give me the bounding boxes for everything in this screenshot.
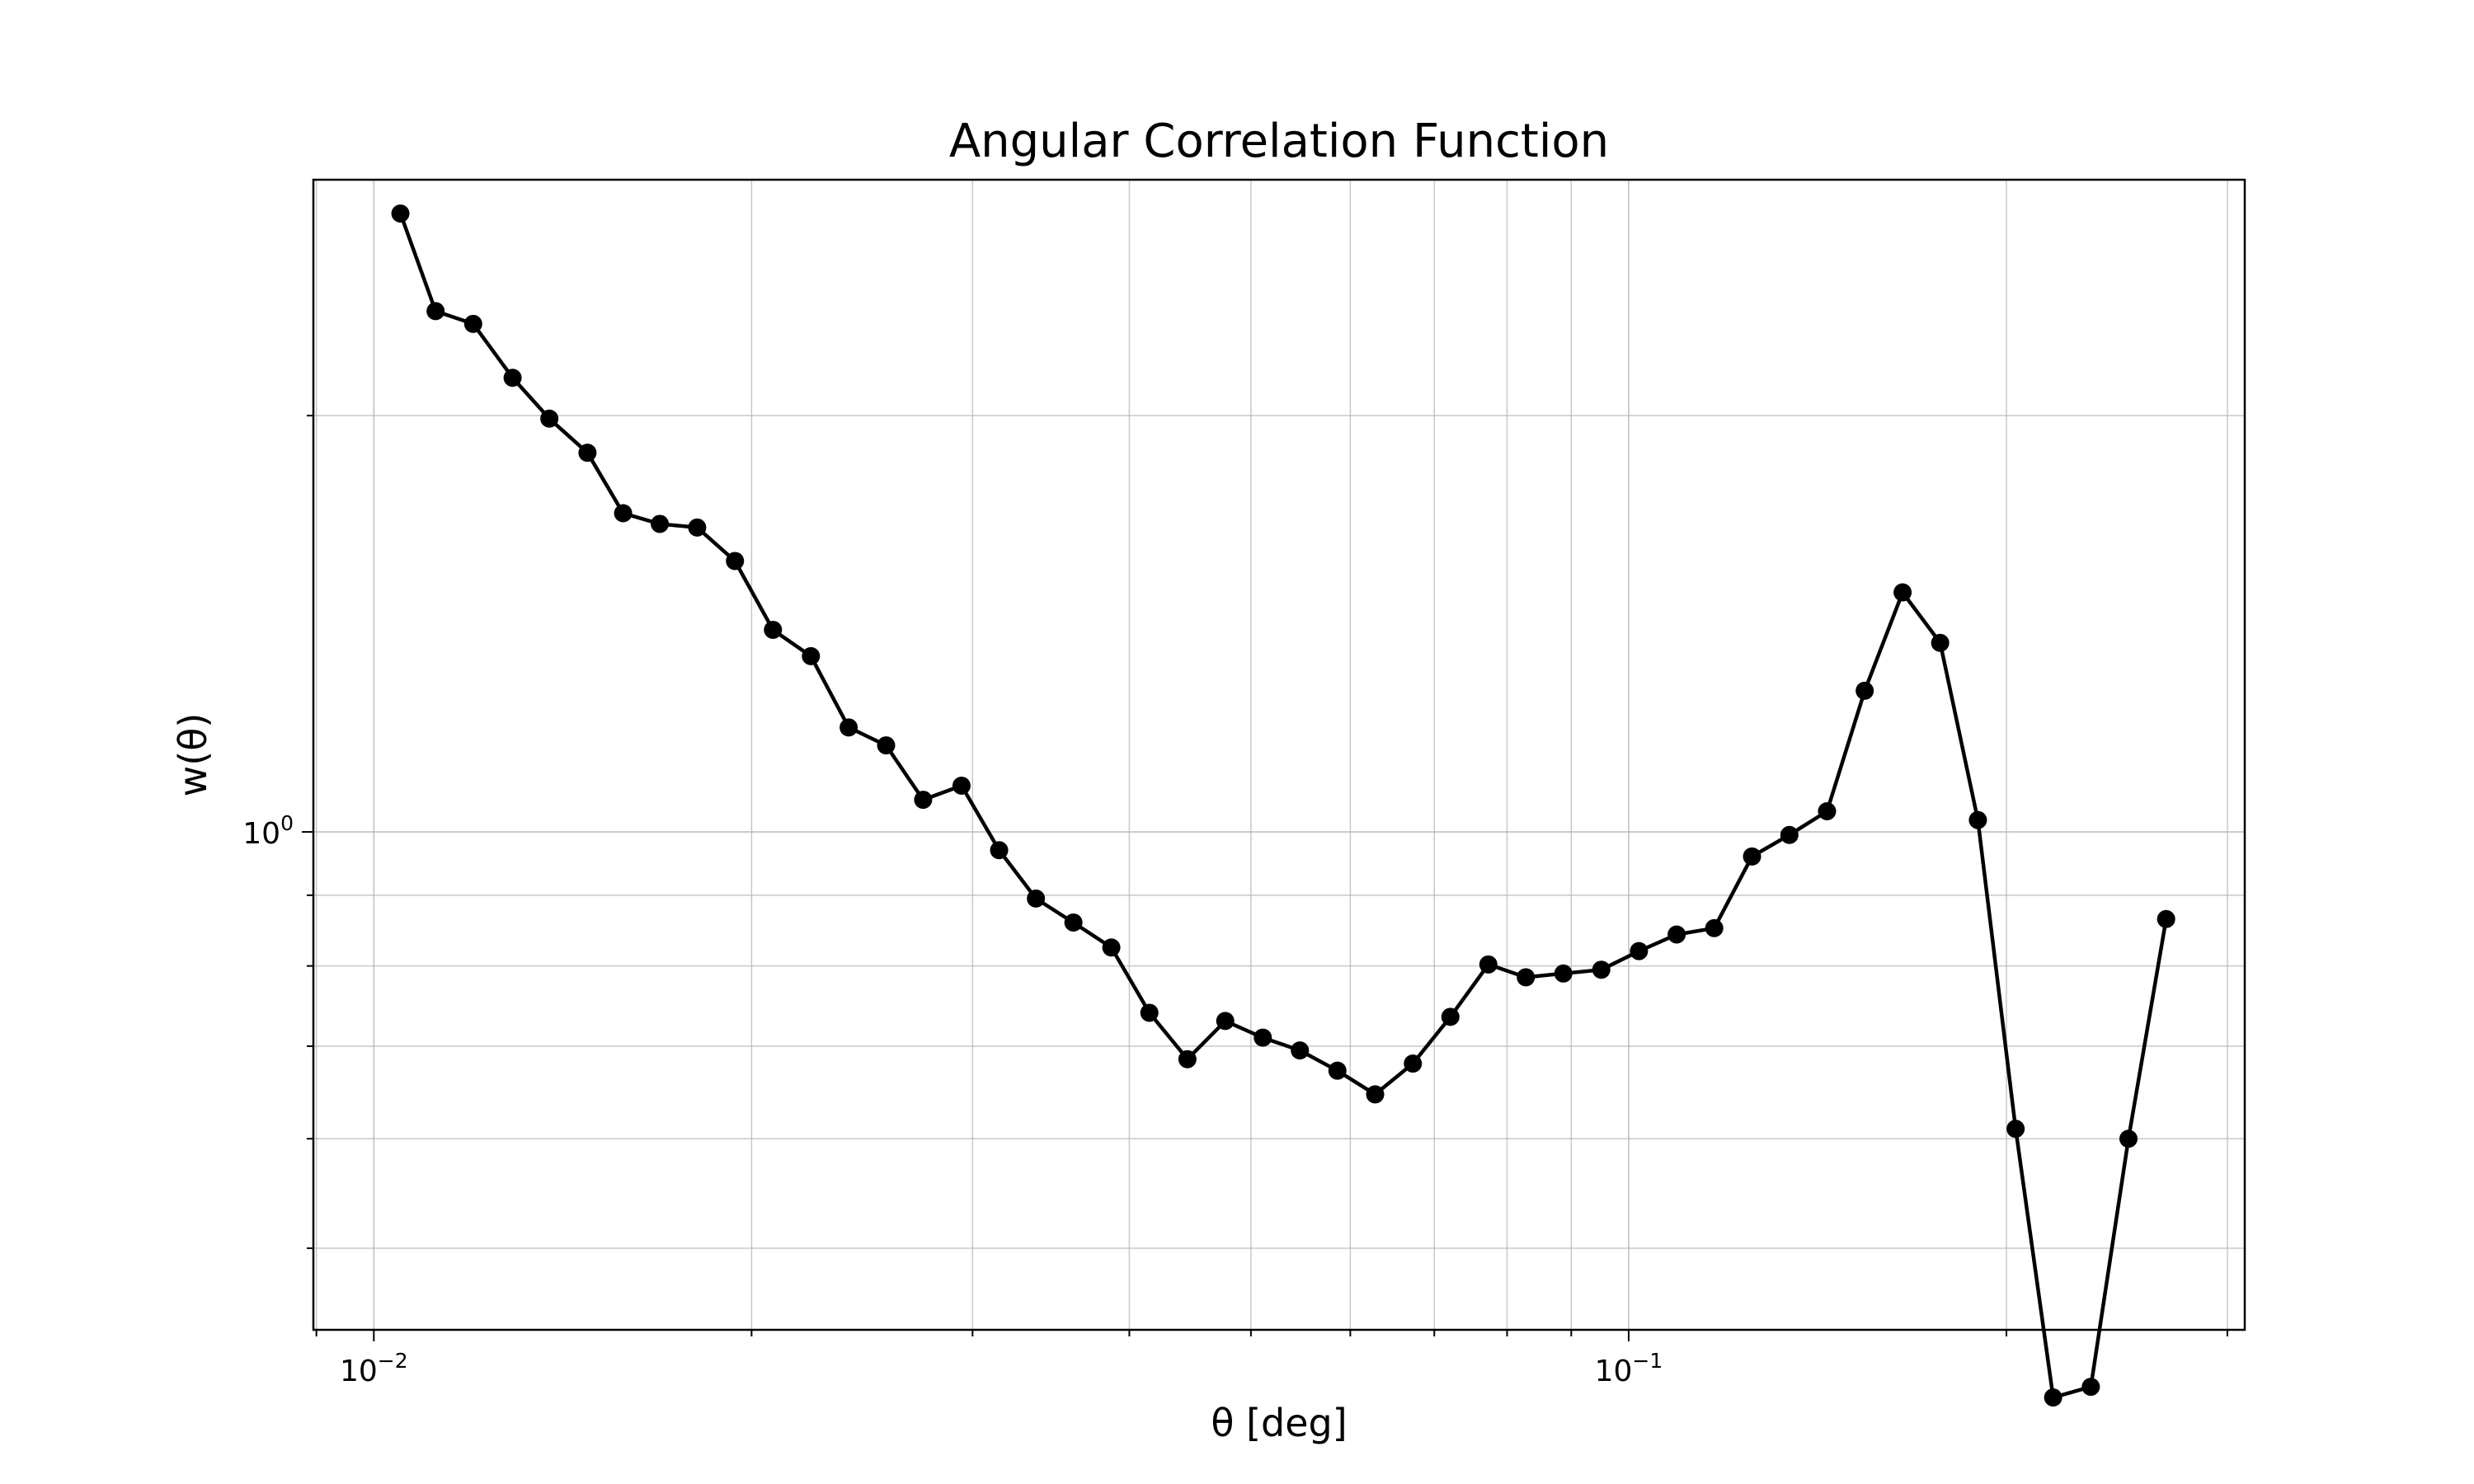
data-point [877, 736, 896, 755]
data-point [914, 791, 933, 810]
grid [313, 180, 2245, 1330]
x-tick-label: 10−2 [340, 1349, 408, 1388]
y-axis-label: w(θ) [171, 713, 215, 797]
data-point [764, 620, 783, 639]
data-point [578, 444, 597, 463]
data-point [1743, 847, 1761, 866]
data-point [1818, 802, 1837, 821]
data-point [726, 552, 745, 571]
data-point [688, 518, 707, 537]
x-tick-label: 10−1 [1595, 1349, 1663, 1388]
ticks: 10−2 10−1 100 [242, 415, 2228, 1388]
data-point [2006, 1120, 2025, 1139]
data-point [1479, 955, 1498, 974]
data-point [1592, 960, 1611, 979]
data-point [1441, 1007, 1460, 1026]
data-point [840, 718, 858, 737]
data-point [1140, 1003, 1159, 1022]
data-point [1554, 964, 1573, 983]
data-point [1178, 1050, 1197, 1068]
data-point [614, 504, 633, 523]
data-point [1328, 1061, 1347, 1080]
data-point [1064, 913, 1083, 932]
x-axis-label: θ [deg] [1211, 1401, 1347, 1445]
data-point [1366, 1085, 1385, 1104]
data-point [1780, 825, 1799, 844]
plot-frame [312, 178, 2246, 1331]
data-point [1517, 968, 1536, 987]
data-point [990, 841, 1009, 860]
data-point [1630, 942, 1649, 960]
data-point [1291, 1041, 1310, 1060]
data-point [463, 314, 482, 333]
data-point [1968, 810, 1987, 829]
data-point [2081, 1378, 2100, 1397]
data-point [1253, 1028, 1272, 1047]
data-point [1705, 918, 1724, 937]
data-point [1216, 1012, 1235, 1031]
y-tick-label: 100 [242, 811, 294, 851]
data-point [1893, 583, 1912, 602]
chart-title: Angular Correlation Function [949, 115, 1609, 168]
data-point [503, 369, 522, 387]
data-point [2157, 909, 2175, 928]
series [391, 204, 2175, 1407]
data-point [651, 514, 670, 533]
data-point [1404, 1054, 1423, 1073]
data-point [1931, 633, 1950, 652]
data-point [2044, 1388, 2062, 1407]
data-point [540, 409, 559, 428]
data-point [2119, 1129, 2138, 1148]
data-point [802, 646, 821, 665]
data-point [1027, 889, 1046, 908]
data-point [1667, 925, 1686, 944]
data-point [952, 777, 971, 796]
data-point [1856, 681, 1874, 700]
data-point [426, 302, 445, 321]
data-point [391, 204, 410, 223]
data-point [1102, 938, 1121, 957]
